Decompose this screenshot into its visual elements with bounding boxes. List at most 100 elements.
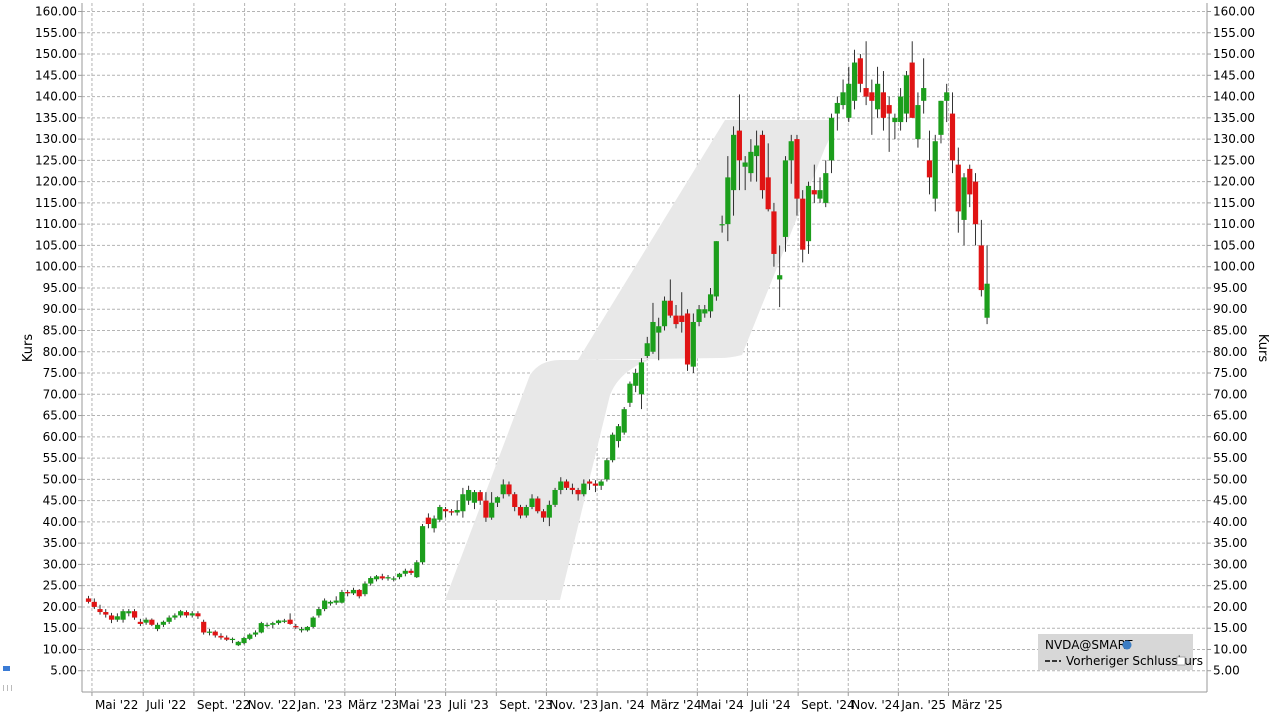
candle — [638, 358, 645, 410]
candle — [97, 604, 103, 615]
candle-body-up — [731, 134, 737, 191]
candle-body-up — [690, 321, 696, 367]
y-tick-label-left: 105.00 — [35, 238, 77, 252]
watermark-logo — [445, 120, 835, 600]
candle — [558, 477, 564, 495]
candle-body-up — [921, 88, 927, 101]
y-tick-label-right: 15.00 — [1213, 621, 1247, 635]
candle-body-up — [299, 629, 305, 631]
y-tick-label-right: 80.00 — [1213, 345, 1247, 359]
candle-body-up — [777, 275, 783, 280]
candle-body-down — [926, 160, 933, 178]
candle — [823, 160, 829, 208]
candle — [921, 58, 927, 114]
candle-body-up — [454, 509, 460, 513]
candle-body-down — [506, 484, 512, 495]
candle — [621, 407, 627, 435]
candle-body-up — [247, 634, 253, 639]
y-tick-label-right: 120.00 — [1213, 175, 1255, 189]
candle — [201, 619, 207, 635]
candle-body-down — [736, 130, 742, 161]
candle — [777, 245, 783, 308]
candle — [414, 560, 420, 579]
candle — [385, 575, 391, 581]
candle — [143, 617, 149, 625]
candle — [316, 606, 322, 618]
candle-body-down — [540, 511, 547, 518]
y-tick-label-left: 75.00 — [43, 366, 77, 380]
candle — [322, 598, 328, 612]
y-tick-label-left: 155.00 — [35, 26, 77, 40]
candle — [598, 479, 604, 490]
y-tick-label-right: 30.00 — [1213, 557, 1247, 571]
candle-body-up — [598, 481, 604, 486]
candle — [252, 630, 259, 637]
candle — [368, 576, 374, 586]
candle — [915, 92, 921, 148]
candle-body-down — [575, 489, 581, 495]
candle-body-up — [984, 283, 990, 318]
candle-body-up — [373, 576, 380, 580]
y-tick-label-left: 60.00 — [43, 430, 77, 444]
candle — [529, 494, 535, 510]
candle — [396, 572, 403, 580]
candle-body-up — [155, 624, 161, 630]
candle — [569, 483, 575, 495]
candle-body-down — [408, 570, 414, 573]
candle — [218, 633, 224, 640]
candle-body-up — [546, 504, 552, 518]
candle-body-down — [218, 635, 224, 638]
candle-body-down — [183, 612, 190, 616]
candle — [828, 113, 835, 174]
y-tick-label-right: 70.00 — [1213, 387, 1247, 401]
x-tick-label: Sept. '24 — [801, 698, 855, 712]
candle-body-up — [500, 484, 506, 495]
candle — [656, 317, 662, 361]
candle — [506, 481, 512, 497]
candle — [437, 504, 443, 522]
y-tick-label-left: 65.00 — [43, 409, 77, 423]
candle-body-up — [126, 611, 132, 614]
x-tick-label: Mai '23 — [399, 698, 442, 712]
candle — [811, 164, 817, 203]
candle — [667, 279, 673, 318]
candle-body-down — [535, 498, 541, 512]
candle — [264, 622, 270, 628]
candle-body-up — [466, 489, 472, 501]
y-tick-label-right: 90.00 — [1213, 302, 1247, 316]
x-tick-label: Mai '24 — [700, 698, 743, 712]
candle — [178, 609, 184, 618]
candle — [949, 92, 956, 174]
candle-body-down — [978, 245, 984, 291]
candle — [540, 509, 547, 522]
candle — [702, 304, 708, 318]
candle-body-up — [229, 638, 236, 641]
candle-body-down — [448, 511, 454, 513]
candle-body-down — [949, 113, 956, 161]
candle — [944, 83, 950, 123]
candle-body-up — [339, 592, 345, 603]
candle-body-up — [396, 573, 403, 578]
y-tick-label-right: 20.00 — [1213, 600, 1247, 614]
y-tick-label-left: 25.00 — [43, 579, 77, 593]
candle — [892, 113, 898, 140]
y-tick-label-right: 45.00 — [1213, 494, 1247, 508]
y-tick-label-right: 110.00 — [1213, 217, 1255, 231]
candle — [869, 79, 875, 135]
candle-body-down — [131, 611, 138, 618]
legend-checkbox[interactable] — [1176, 656, 1186, 666]
candle-body-up — [938, 100, 944, 135]
candle — [759, 130, 766, 199]
candle — [563, 479, 570, 490]
candle-body-down — [212, 631, 218, 636]
candle — [91, 598, 97, 610]
candle — [443, 506, 449, 518]
candle — [345, 589, 351, 597]
candle-body-up — [460, 494, 466, 512]
candle — [546, 500, 552, 527]
candle-body-down — [356, 589, 362, 597]
candle-body-down — [483, 500, 489, 518]
globe-icon — [1122, 640, 1132, 650]
candle-body-up — [604, 460, 610, 480]
